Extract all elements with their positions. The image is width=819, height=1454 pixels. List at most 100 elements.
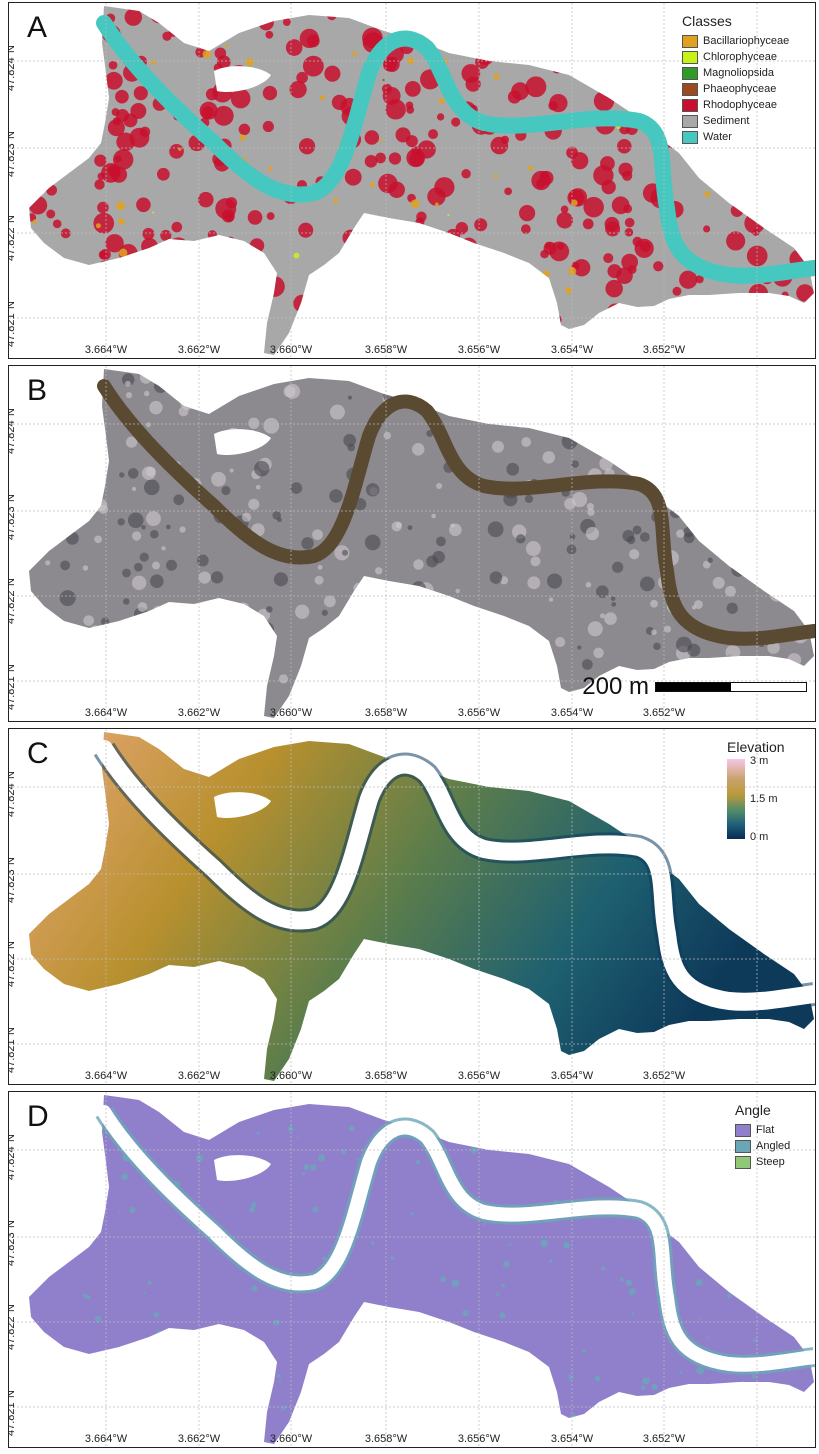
- panel-letter: C: [27, 737, 49, 770]
- legend-swatch: [735, 1123, 751, 1137]
- longitude-label: 3.662°W: [177, 707, 221, 719]
- longitude-label: 3.660°W: [269, 707, 313, 719]
- longitude-label: 3.664°W: [84, 1433, 128, 1445]
- legend-swatch: [682, 82, 698, 96]
- river-channel: [97, 379, 815, 646]
- river-channel: [97, 1105, 815, 1372]
- longitude-label: 3.658°W: [364, 1433, 408, 1445]
- longitude-label: 3.654°W: [550, 1070, 594, 1082]
- panel-d-angle: D Angle Flat Angled Steep 3.664°W 3.662°W…: [8, 1091, 816, 1448]
- elevation-max-label: 3 m: [750, 755, 769, 767]
- landmass: [29, 1095, 814, 1444]
- scale-bar-label: 200 m: [582, 673, 649, 700]
- longitude-label: 3.664°W: [84, 707, 128, 719]
- legend-swatch: [682, 130, 698, 144]
- latitude-label: 47.822°N: [8, 578, 17, 624]
- longitude-label: 3.652°W: [642, 707, 686, 719]
- map-a: [9, 3, 815, 358]
- longitude-label: 3.660°W: [269, 1433, 313, 1445]
- legend-title: Angle: [735, 1102, 771, 1118]
- panel-letter: B: [27, 374, 48, 407]
- longitude-label: 3.652°W: [642, 344, 686, 356]
- river-channel: [96, 15, 815, 284]
- legend-item: Bacillariophyceae: [682, 33, 789, 49]
- longitude-label: 3.658°W: [364, 707, 408, 719]
- longitude-label: 3.652°W: [642, 1433, 686, 1445]
- latitude-label: 47.823°N: [8, 857, 17, 903]
- map-c: [9, 729, 815, 1084]
- latitude-label: 47.823°N: [8, 131, 17, 177]
- legend-swatch: [682, 66, 698, 80]
- longitude-label: 3.652°W: [642, 1070, 686, 1082]
- latitude-label: 47.822°N: [8, 1304, 17, 1350]
- legend-swatch: [682, 98, 698, 112]
- longitude-label: 3.660°W: [269, 344, 313, 356]
- panel-letter: D: [27, 1100, 49, 1133]
- legend-item: Angled: [735, 1138, 790, 1154]
- latitude-label: 47.823°N: [8, 494, 17, 540]
- legend-swatch: [682, 114, 698, 128]
- legend-swatch: [682, 50, 698, 64]
- legend-item: Steep: [735, 1154, 790, 1170]
- legend-swatch: [735, 1155, 751, 1169]
- longitude-label: 3.656°W: [457, 1070, 501, 1082]
- classes-legend: Classes Bacillariophyceae Chlorophyceae …: [682, 13, 789, 145]
- river-channel: [95, 740, 815, 1011]
- angle-legend: Angle Flat Angled Steep: [735, 1102, 790, 1170]
- longitude-label: 3.662°W: [177, 1070, 221, 1082]
- longitude-label: 3.654°W: [550, 1433, 594, 1445]
- latitude-label: 47.822°N: [8, 941, 17, 987]
- map-b: [9, 366, 815, 721]
- longitude-label: 3.656°W: [457, 1433, 501, 1445]
- panel-b-orthophoto: B 200 m 3.664°W 3.662°W 3.660°W 3.658°W 3.65…: [8, 365, 816, 722]
- panel-a-classes: A Classes Bacillariophyceae Chlorophycea…: [8, 2, 816, 359]
- longitude-label: 3.658°W: [364, 1070, 408, 1082]
- latitude-label: 47.821°N: [8, 1390, 17, 1436]
- landmass: [29, 369, 814, 718]
- longitude-label: 3.656°W: [457, 707, 501, 719]
- legend-item: Phaeophyceae: [682, 81, 789, 97]
- elevation-color-ramp: [727, 759, 745, 839]
- panel-c-elevation: C Elevation 3 m 1.5 m 0 m 3.664°W 3.662°W…: [8, 728, 816, 1085]
- scale-bar: 200 m: [582, 673, 807, 701]
- longitude-label: 3.658°W: [364, 344, 408, 356]
- longitude-label: 3.654°W: [550, 707, 594, 719]
- bare-patch: [214, 1155, 271, 1182]
- latitude-label: 47.821°N: [8, 664, 17, 710]
- legend-title: Classes: [682, 13, 732, 29]
- latitude-label: 47.824°N: [8, 45, 17, 91]
- legend-item: Water: [682, 129, 789, 145]
- longitude-label: 3.664°W: [84, 344, 128, 356]
- elevation-min-label: 0 m: [750, 831, 769, 843]
- longitude-label: 3.654°W: [550, 344, 594, 356]
- latitude-label: 47.824°N: [8, 771, 17, 817]
- latitude-label: 47.823°N: [8, 1220, 17, 1266]
- longitude-label: 3.660°W: [269, 1070, 313, 1082]
- legend-item: Chlorophyceae: [682, 49, 789, 65]
- landmass: [29, 732, 814, 1081]
- legend-swatch: [735, 1139, 751, 1153]
- legend-item: Rhodophyceae: [682, 97, 789, 113]
- latitude-label: 47.824°N: [8, 1134, 17, 1180]
- bare-patch: [214, 66, 271, 93]
- latitude-label: 47.821°N: [8, 1027, 17, 1073]
- legend-item: Magnoliopsida: [682, 65, 789, 81]
- scale-bar-graphic: [655, 682, 807, 692]
- legend-item: Flat: [735, 1122, 790, 1138]
- legend-title: Elevation: [727, 739, 785, 755]
- longitude-label: 3.664°W: [84, 1070, 128, 1082]
- bare-patch: [214, 429, 271, 456]
- elevation-legend: Elevation 3 m 1.5 m 0 m: [727, 739, 790, 843]
- legend-swatch: [682, 34, 698, 48]
- longitude-label: 3.662°W: [177, 344, 221, 356]
- latitude-label: 47.822°N: [8, 215, 17, 261]
- latitude-label: 47.824°N: [8, 408, 17, 454]
- longitude-label: 3.662°W: [177, 1433, 221, 1445]
- map-d: [9, 1092, 815, 1447]
- legend-item: Sediment: [682, 113, 789, 129]
- elevation-mid-label: 1.5 m: [750, 793, 778, 805]
- panel-letter: A: [27, 11, 48, 44]
- latitude-label: 47.821°N: [8, 301, 17, 347]
- bare-patch: [214, 792, 271, 819]
- longitude-label: 3.656°W: [457, 344, 501, 356]
